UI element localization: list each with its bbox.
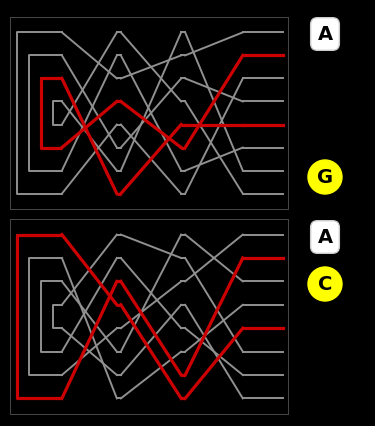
Text: C: C <box>318 275 332 294</box>
Text: A: A <box>317 26 333 44</box>
Text: G: G <box>317 168 333 187</box>
Text: A: A <box>317 228 333 247</box>
Circle shape <box>308 268 342 301</box>
Circle shape <box>308 161 342 195</box>
